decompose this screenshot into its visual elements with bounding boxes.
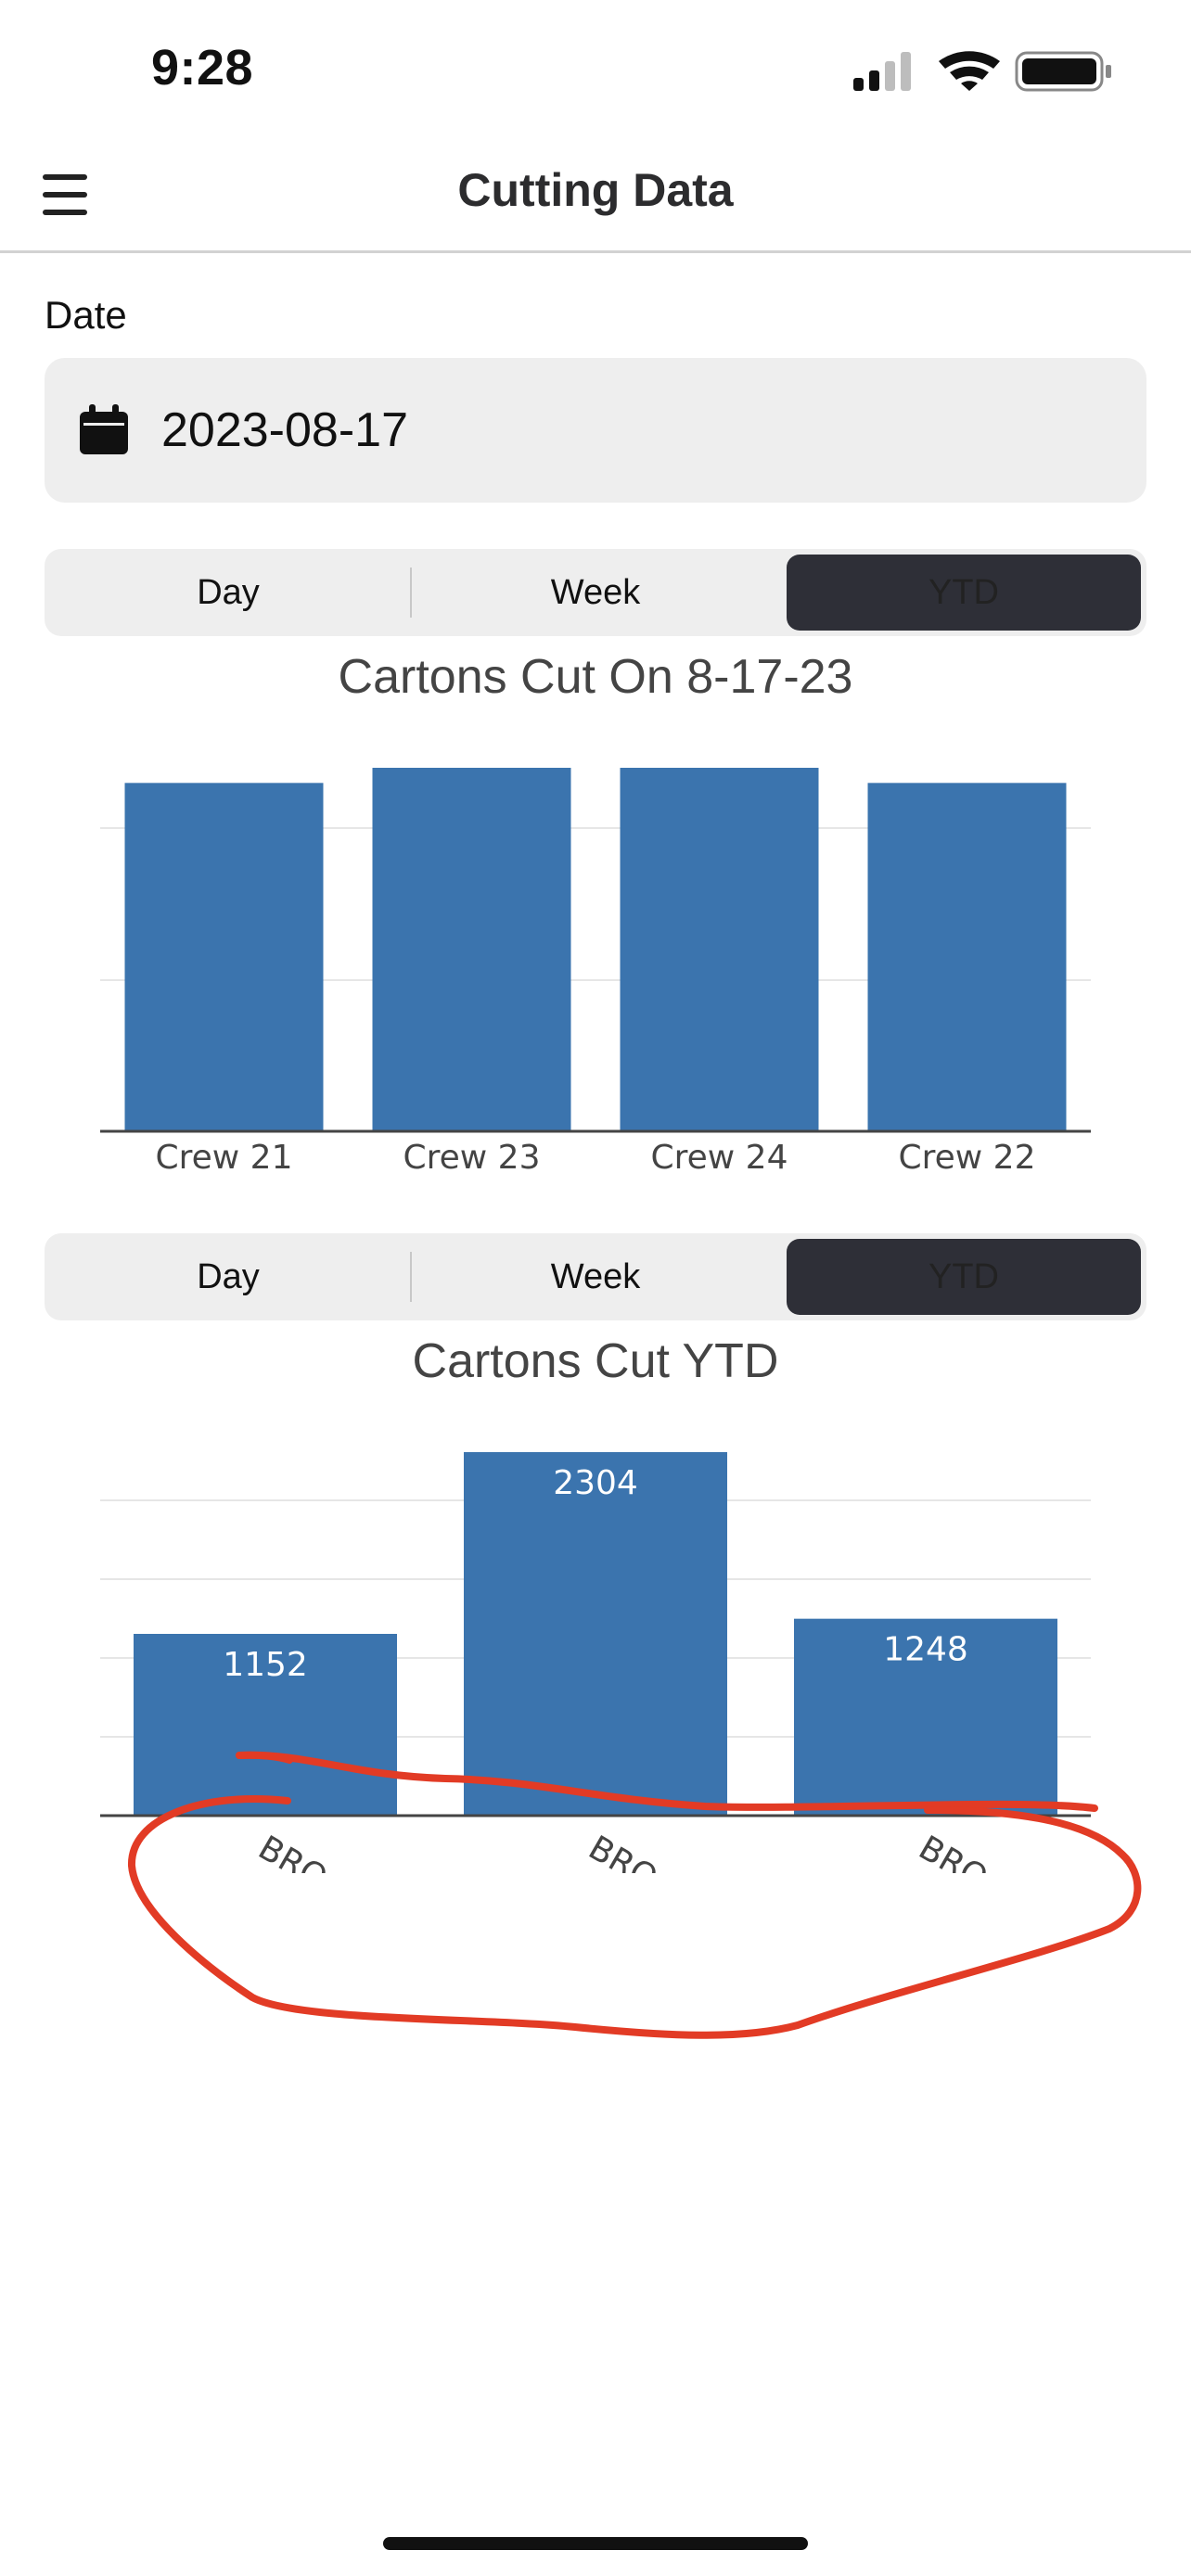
data-label: 2304 (553, 1464, 638, 1502)
chart-title: Cartons Cut YTD (412, 1334, 779, 1388)
date-field[interactable]: 2023-08-17 (45, 358, 1146, 503)
segment-week[interactable]: Week (550, 1257, 641, 1296)
segment-day[interactable]: Day (197, 573, 260, 612)
segment-ytd[interactable]: YTD (787, 1239, 1141, 1315)
home-indicator (383, 2537, 808, 2550)
segment-ytd[interactable]: YTD (787, 555, 1141, 631)
range-segmented-control-2: Day Week YTD (45, 1233, 1146, 1320)
annotation-stroke (236, 1751, 293, 1764)
status-icons (853, 51, 1111, 92)
bar (124, 783, 324, 1131)
app-header: Cutting Data (0, 139, 1191, 253)
bar (464, 1452, 727, 1816)
wifi-icon (939, 51, 1000, 91)
bar (134, 1634, 397, 1816)
data-label: 1248 (883, 1631, 968, 1669)
bar (620, 768, 819, 1131)
x-tick-label: Crew 24 (651, 1139, 788, 1177)
bar-chart: 1152BRO…2304BRO…1248BRO… (0, 1452, 1191, 2059)
x-tick-label: Crew 21 (156, 1139, 293, 1177)
status-time: 9:28 (151, 40, 254, 96)
calendar-icon (80, 404, 128, 454)
menu-icon[interactable] (43, 174, 89, 215)
date-value: 2023-08-17 (161, 403, 408, 457)
bar (794, 1618, 1057, 1816)
segment-week[interactable]: Week (550, 573, 641, 612)
date-label: Date (45, 293, 127, 337)
data-label: 1152 (223, 1646, 308, 1684)
bar (372, 768, 571, 1131)
page-title: Cutting Data (457, 164, 734, 216)
bar (867, 783, 1067, 1131)
bar-chart: Crew 21 Crew 23 Crew 24 Crew 22 (100, 768, 1091, 1177)
battery-icon (1015, 51, 1111, 92)
annotation-stroke (236, 1751, 1098, 1812)
annotation-circle (127, 1795, 1142, 2039)
x-tick-label: Crew 23 (403, 1139, 541, 1177)
range-segmented-control: Day Week YTD (45, 549, 1146, 636)
signal-icon (853, 52, 911, 91)
segment-day[interactable]: Day (197, 1257, 260, 1296)
x-tick-label: Crew 22 (899, 1139, 1036, 1177)
chart-title: Cartons Cut On 8-17-23 (338, 650, 853, 704)
